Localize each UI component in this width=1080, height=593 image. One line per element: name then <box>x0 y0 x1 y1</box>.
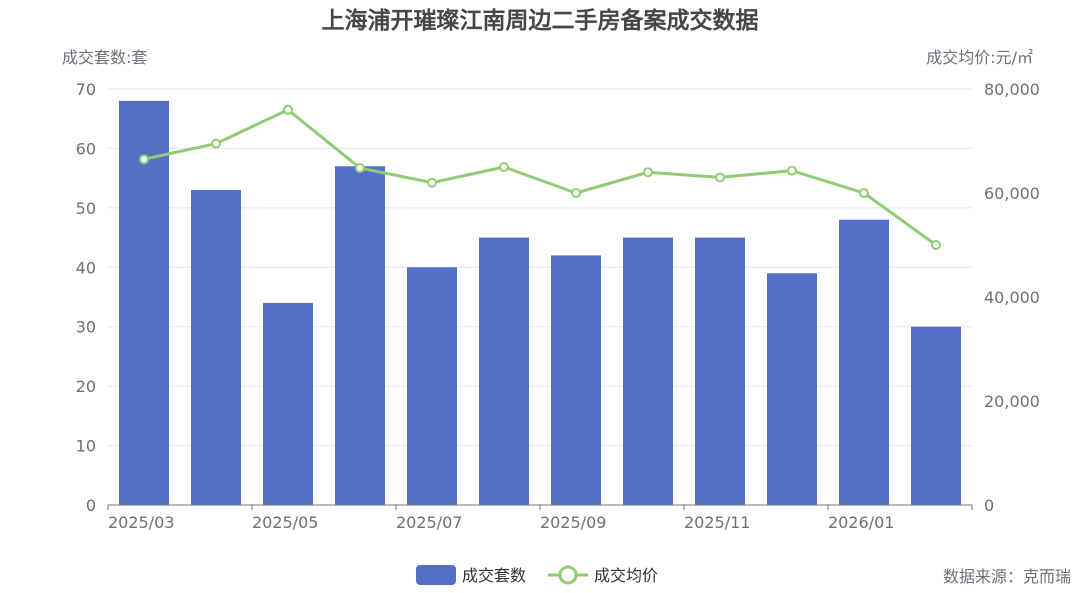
line-point[interactable] <box>715 172 725 183</box>
line-point[interactable] <box>859 188 869 198</box>
price-line <box>143 108 937 247</box>
bar[interactable] <box>479 237 529 506</box>
y-left-tick-label: 60 <box>76 139 96 158</box>
y-left-tick-label: 30 <box>76 318 96 337</box>
y-right-tick-label: 40,000 <box>984 288 1040 307</box>
line-point[interactable] <box>931 240 941 250</box>
legend[interactable]: 成交套数 成交均价 <box>416 565 658 585</box>
y-left-tick-label: 70 <box>76 80 96 99</box>
x-tick-label: 2025/11 <box>684 513 750 532</box>
y-axis-left-name: 成交套数:套 <box>62 48 147 67</box>
y-left-tick-label: 0 <box>86 496 96 515</box>
x-tick-label: 2025/07 <box>396 513 462 532</box>
y-axis-left: 0 10 20 30 40 50 60 70 <box>76 80 96 515</box>
x-tick-label: 2026/01 <box>828 513 894 532</box>
bar[interactable] <box>407 267 457 505</box>
bar-series <box>119 100 961 506</box>
line-point[interactable] <box>643 167 653 178</box>
y-right-tick-label: 60,000 <box>984 184 1040 203</box>
y-left-tick-label: 50 <box>76 199 96 218</box>
legend-line-marker[interactable] <box>558 565 578 585</box>
x-tick-label: 2025/03 <box>108 513 174 532</box>
bar[interactable] <box>911 326 961 505</box>
line-point[interactable] <box>283 104 293 115</box>
y-left-tick-label: 40 <box>76 258 96 277</box>
x-tick-label: 2025/09 <box>540 513 606 532</box>
y-right-tick-label: 20,000 <box>984 392 1040 411</box>
line-series <box>139 104 941 250</box>
bar[interactable] <box>767 273 817 505</box>
data-source: 数据来源：克而瑞 <box>943 567 1071 586</box>
bar[interactable] <box>263 302 313 505</box>
bar[interactable] <box>191 190 241 505</box>
grid-lines <box>108 88 972 447</box>
y-axis-right: 0 20,000 40,000 60,000 80,000 <box>984 80 1040 515</box>
bar[interactable] <box>623 237 673 506</box>
legend-line-label[interactable]: 成交均价 <box>594 566 658 585</box>
line-point[interactable] <box>571 188 581 198</box>
x-axis: 2025/03 2025/05 2025/07 2025/09 2025/11 2026/… <box>107 504 973 532</box>
bar[interactable] <box>335 166 385 505</box>
line-point[interactable] <box>499 162 509 172</box>
y-axis-right-name: 成交均价:元/㎡ <box>926 48 1033 67</box>
bar[interactable] <box>119 100 169 505</box>
bar[interactable] <box>695 237 745 506</box>
bar[interactable] <box>839 219 889 505</box>
chart-title: 上海浦开璀璨江南周边二手房备案成交数据 <box>322 7 759 34</box>
x-tick-label: 2025/05 <box>252 513 318 532</box>
y-right-tick-label: 80,000 <box>984 80 1040 99</box>
legend-bar-label[interactable]: 成交套数 <box>462 566 526 585</box>
y-left-tick-label: 10 <box>76 437 96 456</box>
line-point[interactable] <box>211 138 221 149</box>
line-point[interactable] <box>139 154 149 165</box>
bar[interactable] <box>551 255 601 505</box>
y-right-tick-label: 0 <box>984 496 994 515</box>
legend-bar-swatch[interactable] <box>416 565 456 585</box>
line-point[interactable] <box>427 177 437 188</box>
line-point[interactable] <box>355 163 365 174</box>
line-point[interactable] <box>787 165 797 176</box>
y-left-tick-label: 20 <box>76 377 96 396</box>
